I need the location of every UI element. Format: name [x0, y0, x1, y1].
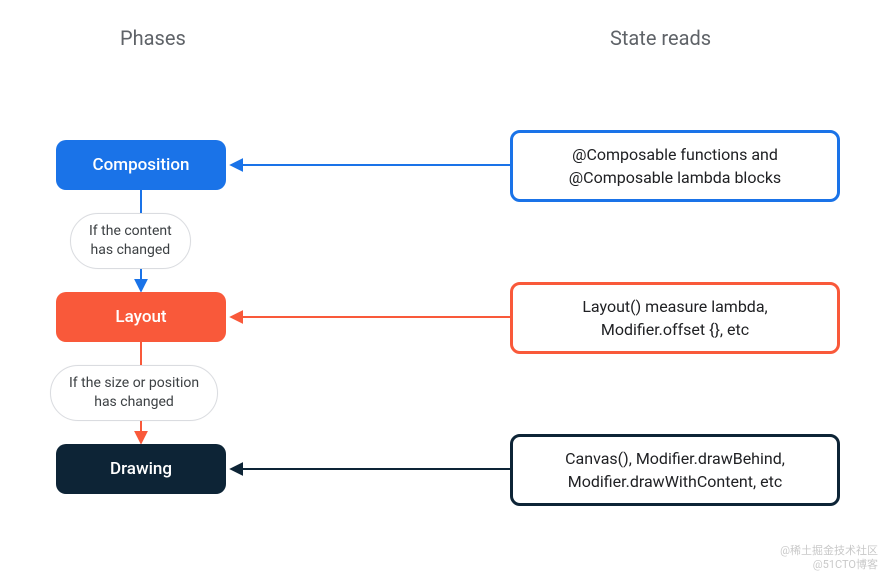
phase-drawing: Drawing [56, 444, 226, 494]
condition-line1: If the content [89, 223, 172, 239]
condition-line1: If the size or position [69, 375, 199, 391]
state-drawing: Canvas(), Modifier.drawBehind, Modifier.… [510, 434, 840, 506]
state-layout: Layout() measure lambda, Modifier.offset… [510, 282, 840, 354]
condition-content-changed: If the content has changed [70, 213, 191, 269]
phase-composition: Composition [56, 140, 226, 190]
watermark-2: @51CTO博客 [813, 556, 878, 572]
condition-size-changed: If the size or position has changed [50, 365, 218, 421]
header-state-reads: State reads [610, 26, 711, 50]
condition-line2: has changed [94, 394, 174, 410]
state-composition: @Composable functions and @Composable la… [510, 130, 840, 202]
phase-layout: Layout [56, 292, 226, 342]
condition-line2: has changed [91, 242, 171, 258]
header-phases: Phases [120, 26, 186, 50]
